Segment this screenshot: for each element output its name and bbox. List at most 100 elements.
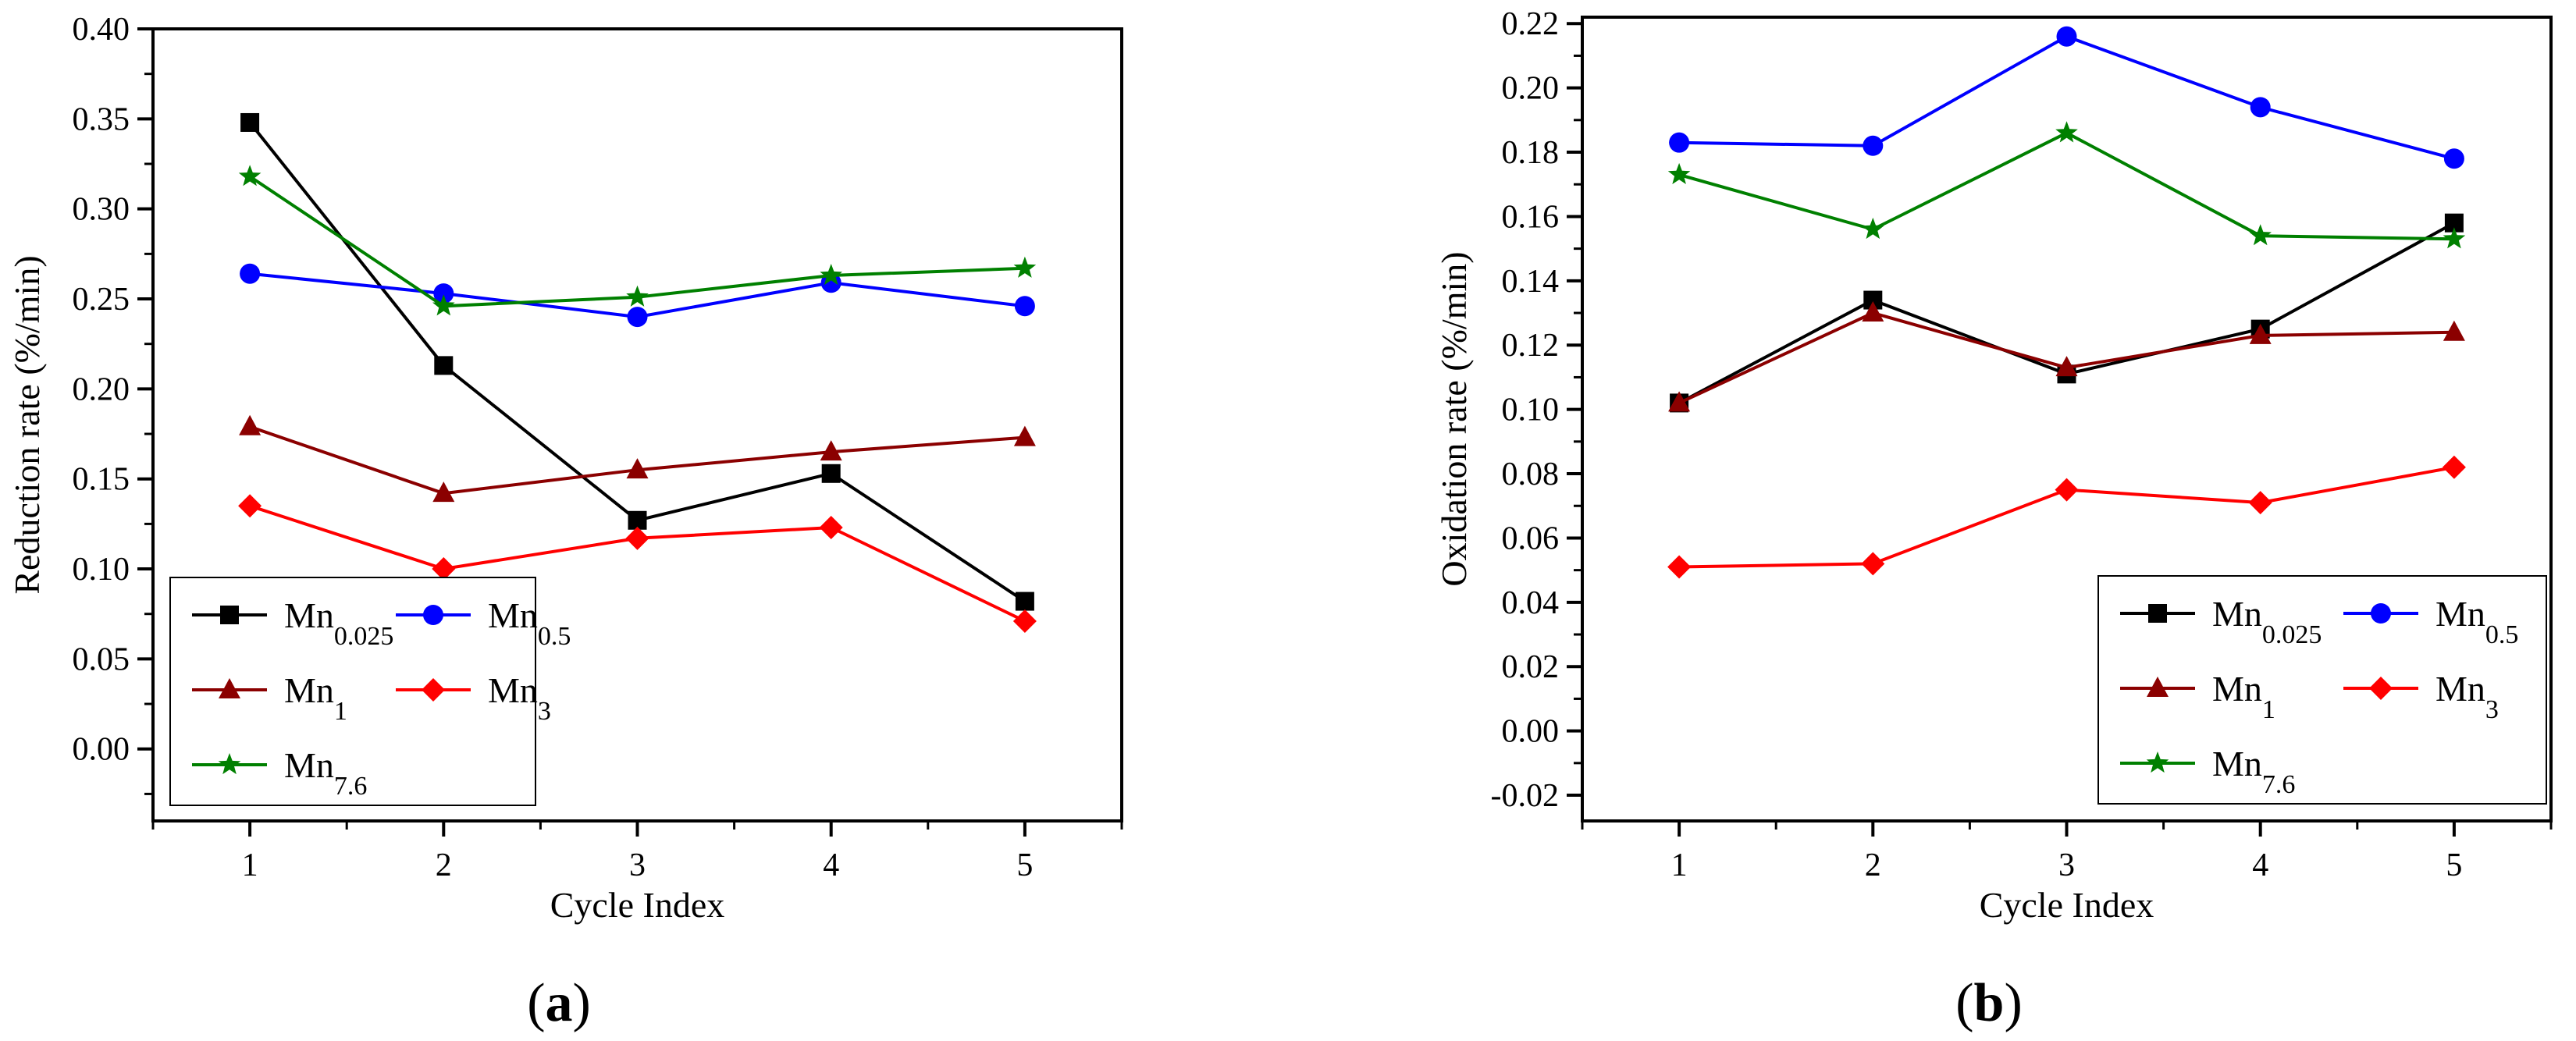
legend-marker	[2147, 677, 2169, 697]
x-tick-label: 4	[823, 847, 839, 883]
legend-label-subscript: 3	[2485, 695, 2499, 724]
data-point-mn-7.6	[432, 294, 455, 316]
y-tick-label: 0.06	[1502, 520, 1560, 556]
y-tick-label: -0.02	[1491, 778, 1560, 814]
data-point-mn-0.025	[434, 356, 454, 375]
legend-marker	[423, 605, 443, 625]
panel-b-chart: -0.02 0.00 0.02 0.04 0.06 0.08 0.10 0.12 0.14 0.1…	[1434, 6, 2553, 1033]
data-point-mn-3	[819, 515, 843, 539]
y-tick-label: 0.15	[73, 462, 130, 498]
panel-caption: (a)	[527, 973, 591, 1033]
y-tick-label: 0.20	[73, 371, 130, 407]
x-tick-label: 4	[2252, 847, 2268, 883]
data-point-mn-7.6	[1667, 162, 1691, 184]
y-tick-label: 0.05	[73, 641, 130, 677]
y-tick-label: 0.00	[1502, 714, 1560, 750]
data-point-mn-1	[239, 414, 262, 435]
data-point-mn-1	[1862, 301, 1884, 322]
data-point-mn-0.025	[821, 464, 841, 483]
legend-label-subscript: 7.6	[334, 772, 368, 801]
data-point-mn-3	[2055, 478, 2079, 502]
data-point-mn-1	[1668, 391, 1691, 412]
x-axis-title: Cycle Index	[1980, 885, 2154, 925]
y-tick-label: 0.02	[1502, 649, 1560, 685]
legend-label-subscript: 0.5	[538, 622, 571, 651]
data-point-mn-3	[1861, 552, 1885, 576]
y-tick-label: 0.10	[1502, 393, 1560, 428]
data-point-mn-1	[1013, 425, 1036, 446]
data-point-mn-7.6	[626, 285, 649, 307]
data-point-mn-0.5	[240, 263, 261, 284]
series-line-mn-0.5	[1679, 34, 2455, 161]
data-point-mn-0.5	[1014, 296, 1035, 317]
y-tick-label: 0.04	[1502, 585, 1560, 621]
data-point-mn-0.5	[433, 283, 454, 304]
legend-marker	[219, 678, 240, 698]
y-tick-label: 0.35	[73, 101, 130, 137]
y-tick-label: 0.25	[73, 282, 130, 318]
data-point-mn-0.5	[2056, 26, 2077, 47]
data-point-mn-0.5	[1863, 135, 1884, 156]
legend-label-subscript: 0.5	[2485, 620, 2519, 649]
x-tick-label: 3	[629, 847, 646, 883]
data-point-mn-3	[2248, 491, 2272, 515]
data-point-mn-0.5	[820, 272, 841, 293]
legend-marker	[2371, 603, 2391, 624]
caption-paren-close: )	[573, 973, 591, 1033]
data-point-mn-7.6	[2249, 224, 2272, 246]
data-point-mn-1	[2443, 320, 2465, 341]
legend-marker	[2148, 604, 2167, 623]
data-point-mn-3	[1012, 609, 1037, 633]
legend-marker	[220, 606, 239, 624]
data-point-mn-0.5	[2250, 97, 2271, 118]
series-line-mn-7.6	[1678, 131, 2454, 241]
y-axis-title: Oxidation rate (%/min)	[1434, 251, 1474, 586]
x-tick-label: 5	[1016, 847, 1033, 883]
data-point-mn-7.6	[1013, 256, 1037, 278]
y-axis-title: Reduction rate (%/min)	[7, 255, 47, 594]
legend-marker	[2369, 677, 2393, 700]
data-point-mn-7.6	[2055, 121, 2078, 143]
legend-label-subscript: 0.025	[2262, 620, 2322, 649]
x-tick-label: 1	[242, 847, 258, 883]
data-point-mn-3	[1667, 555, 1692, 579]
y-tick-label: 0.22	[1502, 6, 1560, 42]
data-point-mn-0.025	[628, 510, 647, 530]
x-tick-label: 2	[436, 847, 452, 883]
legend-marker	[218, 753, 241, 775]
y-tick-label: 0.16	[1502, 199, 1560, 235]
y-tick-label: 0.10	[73, 552, 130, 588]
data-point-mn-3	[238, 494, 262, 518]
y-tick-label: 0.18	[1502, 135, 1560, 171]
legend-marker	[2146, 751, 2169, 773]
x-tick-label: 2	[1865, 847, 1881, 883]
data-point-mn-7.6	[1862, 217, 1884, 240]
data-point-mn-1	[820, 440, 842, 461]
y-tick-label: 0.40	[73, 12, 130, 48]
x-axis-title: Cycle Index	[550, 885, 725, 925]
y-tick-label: 0.20	[1502, 71, 1560, 107]
y-tick-label: 0.30	[73, 192, 130, 228]
caption-paren-open: (	[527, 973, 545, 1033]
data-point-mn-1	[2249, 323, 2272, 344]
data-point-mn-0.025	[240, 112, 260, 132]
data-point-mn-7.6	[2443, 227, 2466, 249]
data-point-mn-3	[432, 557, 456, 581]
caption-letter: b	[1974, 973, 2005, 1033]
y-tick-label: 0.00	[73, 732, 130, 768]
x-tick-label: 3	[2058, 847, 2075, 883]
caption-paren-close: )	[2004, 973, 2022, 1033]
data-point-mn-0.5	[1669, 132, 1690, 153]
panel-a-chart: 0.00 0.05 0.10 0.15 0.20 0.25 0.30 0.35 0.40 1 2 3 4…	[7, 12, 1123, 1033]
legend-label-subscript: 1	[334, 697, 347, 726]
x-tick-label: 1	[1671, 847, 1688, 883]
y-tick-label: 0.14	[1502, 264, 1560, 300]
data-point-mn-0.5	[627, 307, 648, 328]
legend-label-subscript: 7.6	[2262, 770, 2296, 799]
data-point-mn-1	[432, 481, 455, 503]
legend-label-subscript: 3	[538, 697, 551, 726]
data-point-mn-1	[2055, 356, 2078, 377]
data-point-mn-0.5	[2443, 148, 2464, 169]
legend-label-subscript: 1	[2262, 695, 2275, 724]
